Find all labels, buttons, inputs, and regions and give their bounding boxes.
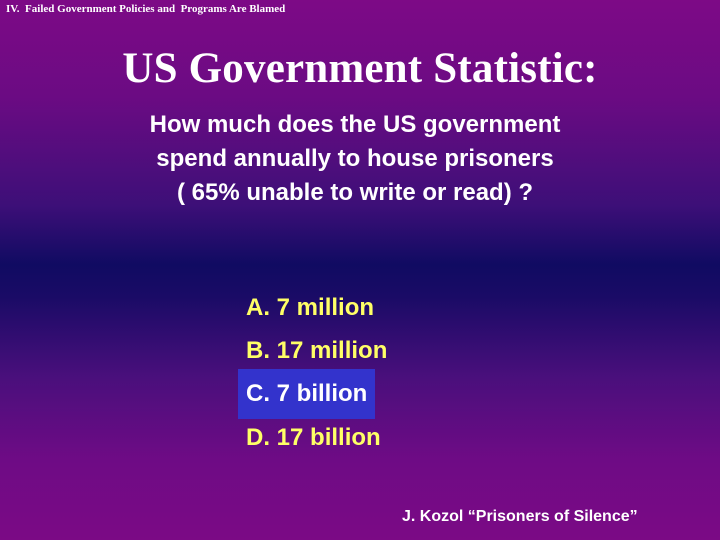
option-c-wrapper: C. 7 billion <box>238 369 395 420</box>
question-line: spend annually to house prisoners <box>156 145 554 172</box>
question-line: How much does the US government <box>149 111 561 138</box>
option-c-selected[interactable]: C. 7 billion <box>238 369 376 419</box>
slide-title: US Government Statistic: <box>122 45 598 92</box>
citation: J. Kozol “Prisoners of Silence” <box>402 508 638 525</box>
question-line: ( 65% unable to write or read) ? <box>176 179 534 206</box>
question-text: How much does the US government spend an… <box>0 108 710 210</box>
option-d[interactable]: D. 17 billion <box>246 424 381 451</box>
option-a[interactable]: A. 7 million <box>246 294 375 321</box>
section-header: IV. Failed Government Policies and Progr… <box>6 3 286 15</box>
answer-options: A. 7 million B. 17 million C. 7 billion … <box>238 290 395 463</box>
option-b[interactable]: B. 17 million <box>246 337 388 364</box>
